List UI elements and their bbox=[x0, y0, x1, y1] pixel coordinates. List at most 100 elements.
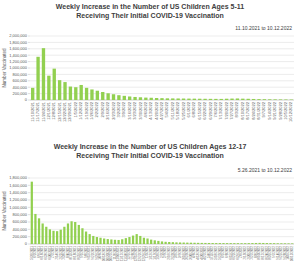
bar bbox=[273, 243, 275, 244]
bar bbox=[128, 96, 131, 100]
bar bbox=[219, 243, 221, 244]
bar bbox=[96, 91, 99, 100]
bar bbox=[290, 99, 293, 100]
bar bbox=[81, 228, 83, 244]
x-tick-label: 4/13/2022 bbox=[148, 101, 153, 120]
x-tick-label: 5/25/2022 bbox=[181, 101, 186, 120]
bar bbox=[49, 229, 51, 244]
bar bbox=[31, 88, 34, 100]
bar bbox=[203, 99, 206, 100]
y-tick-label: 400,000 bbox=[13, 227, 28, 232]
x-tick-label: 9/7/2022 bbox=[261, 101, 266, 117]
x-tick-label: 11/24/2021 bbox=[41, 101, 46, 121]
y-tick bbox=[28, 61, 30, 62]
bar bbox=[74, 87, 77, 100]
x-tick-label: 1/26/2022 bbox=[89, 101, 94, 120]
x-tick-label: 12/8/2021 bbox=[51, 101, 56, 120]
bar bbox=[128, 237, 130, 244]
x-tick-label: 10/12/2022 bbox=[288, 101, 293, 122]
chart-title: Weekly Increase in the Number of US Chil… bbox=[50, 143, 250, 160]
bar bbox=[96, 237, 98, 244]
bar bbox=[34, 214, 36, 244]
bar bbox=[291, 243, 293, 244]
x-tick-label: 6/1/2022 bbox=[186, 101, 191, 117]
x-tick-label: 4/6/2022 bbox=[143, 101, 148, 117]
bar bbox=[209, 99, 212, 100]
x-tick-label: 1/5/2022 bbox=[73, 101, 78, 117]
grid-line bbox=[30, 178, 294, 179]
bar bbox=[193, 243, 195, 244]
y-tick bbox=[28, 100, 30, 101]
x-tick-label: 3/23/2022 bbox=[132, 101, 137, 120]
grid-line bbox=[30, 192, 294, 193]
y-tick-label: 1,600,000 bbox=[9, 183, 28, 188]
bar bbox=[263, 99, 266, 100]
bar bbox=[171, 98, 174, 100]
x-tick-label: 8/31/2022 bbox=[256, 101, 261, 120]
x-tick-label: 8/10/2022 bbox=[240, 101, 245, 120]
y-tick bbox=[28, 80, 30, 81]
x-tick-label: 1/12/2022 bbox=[78, 101, 83, 120]
x-tick-label: 5/18/2022 bbox=[175, 101, 180, 120]
bar bbox=[179, 242, 181, 244]
bar bbox=[287, 243, 289, 244]
grid-line bbox=[30, 236, 294, 237]
bar bbox=[56, 231, 58, 244]
bar bbox=[155, 98, 158, 100]
y-tick bbox=[28, 36, 30, 37]
y-tick bbox=[28, 200, 30, 201]
bar bbox=[161, 241, 163, 244]
y-tick bbox=[28, 87, 30, 88]
x-tick-label: 8/24/2022 bbox=[251, 101, 256, 120]
x-tick-label: 2/9/2022 bbox=[100, 101, 105, 117]
bar bbox=[269, 243, 271, 244]
bar bbox=[112, 94, 115, 100]
bar bbox=[107, 239, 109, 244]
bar bbox=[175, 242, 177, 244]
x-tick-label: 6/8/2022 bbox=[191, 101, 196, 117]
bar bbox=[47, 76, 50, 100]
bars bbox=[31, 48, 293, 100]
y-tick-label: 2,000,000 bbox=[9, 33, 28, 38]
x-tick-label: 12/15/2021 bbox=[57, 101, 62, 122]
bar bbox=[157, 241, 159, 244]
bar bbox=[277, 243, 279, 244]
bar bbox=[123, 96, 126, 100]
x-tick-label: 4/20/2022 bbox=[154, 101, 159, 120]
x-tick-label: 6/15/2022 bbox=[197, 101, 202, 120]
page: 11.10.2021 to 10.12.20220200,000400,0006… bbox=[0, 0, 300, 280]
bar bbox=[240, 243, 242, 244]
bar bbox=[252, 99, 255, 100]
x-tick-label: 9/28/2022 bbox=[278, 101, 283, 120]
bar bbox=[198, 99, 201, 100]
grid-line bbox=[30, 74, 294, 75]
bar bbox=[114, 240, 116, 244]
bar bbox=[279, 99, 282, 100]
bar bbox=[230, 243, 232, 244]
bar bbox=[248, 243, 250, 244]
bar bbox=[154, 240, 156, 244]
bar bbox=[42, 48, 45, 100]
bar bbox=[208, 243, 210, 244]
bar bbox=[197, 243, 199, 244]
bar bbox=[74, 222, 76, 244]
y-tick-label: 1,200,000 bbox=[9, 59, 28, 64]
bar bbox=[85, 232, 87, 244]
x-tick-label: 4/27/2022 bbox=[159, 101, 164, 120]
x-tick-label: 5/11/2022 bbox=[170, 101, 175, 119]
bar bbox=[80, 85, 83, 100]
bar bbox=[103, 239, 105, 245]
bar bbox=[99, 238, 101, 244]
bar bbox=[36, 57, 39, 100]
grid-line bbox=[30, 229, 294, 230]
bar bbox=[187, 99, 190, 100]
x-tick-label: 8/17/2022 bbox=[245, 101, 250, 120]
x-tick-label: 7/13/2022 bbox=[218, 101, 223, 120]
y-tick-label: 0 bbox=[25, 97, 28, 102]
bar bbox=[132, 236, 134, 244]
bar bbox=[220, 99, 223, 100]
y-tick bbox=[28, 42, 30, 43]
grid-line bbox=[30, 61, 294, 62]
bar bbox=[176, 98, 179, 100]
y-tick bbox=[28, 74, 30, 75]
